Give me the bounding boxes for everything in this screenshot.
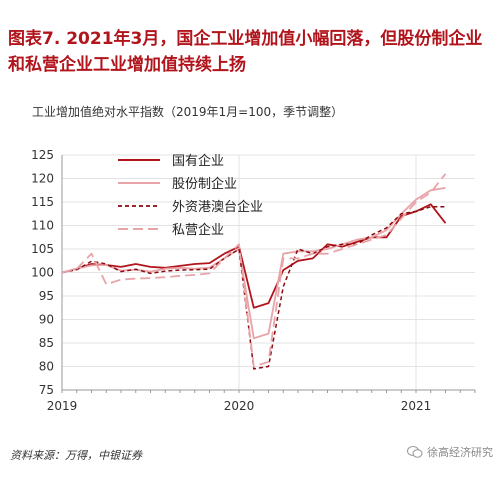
x-tick-label: 2021: [401, 399, 432, 413]
x-tick-label: 2020: [224, 399, 255, 413]
legend-label-0: 国有企业: [172, 153, 224, 169]
chart-subtitle: 工业增加值绝对水平指数（2019年1月=100，季节调整）: [32, 105, 344, 119]
y-tick-label: 115: [31, 195, 54, 209]
y-tick-label: 120: [31, 172, 54, 186]
series-line-0: [61, 203, 447, 309]
y-tick-label: 125: [31, 148, 54, 162]
legend-label-1: 股份制企业: [172, 176, 237, 192]
legend-label-2: 外资港澳台企业: [172, 199, 263, 215]
series-line-1: [61, 187, 446, 340]
y-tick-label: 105: [31, 242, 54, 256]
x-tick-label: 2019: [47, 399, 78, 413]
series-lines: [61, 173, 447, 370]
y-tick-label: 80: [39, 360, 54, 374]
grid: [61, 154, 475, 391]
watermark-text: 徐高经济研究: [427, 446, 493, 459]
axes: 75 80 85 90 95 100 105 110 115 120 125 2019 2020 2021: [31, 148, 476, 413]
y-tick-label: 95: [39, 289, 54, 303]
y-tick-label: 85: [39, 336, 54, 350]
y-tick-label: 90: [39, 313, 54, 327]
y-tick-label: 100: [31, 266, 54, 280]
chart-title: 图表7. 2021年3月，国企工业增加值小幅回落，但股份制企业和私营企业工业增加…: [8, 29, 483, 75]
source-note: 资料来源：万得，中银证券: [10, 449, 142, 462]
watermark: 徐高经济研究: [407, 444, 493, 460]
series-line-2: [61, 205, 446, 370]
y-tick-label: 110: [31, 219, 54, 233]
legend-label-3: 私营企业: [172, 222, 224, 238]
line-chart: 75 80 85 90 95 100 105 110 115 120 125 2019 2020 2021…: [31, 148, 476, 413]
y-tick-label: 75: [39, 383, 54, 397]
series-line-3: [61, 173, 447, 368]
wechat-icon: [407, 446, 423, 458]
